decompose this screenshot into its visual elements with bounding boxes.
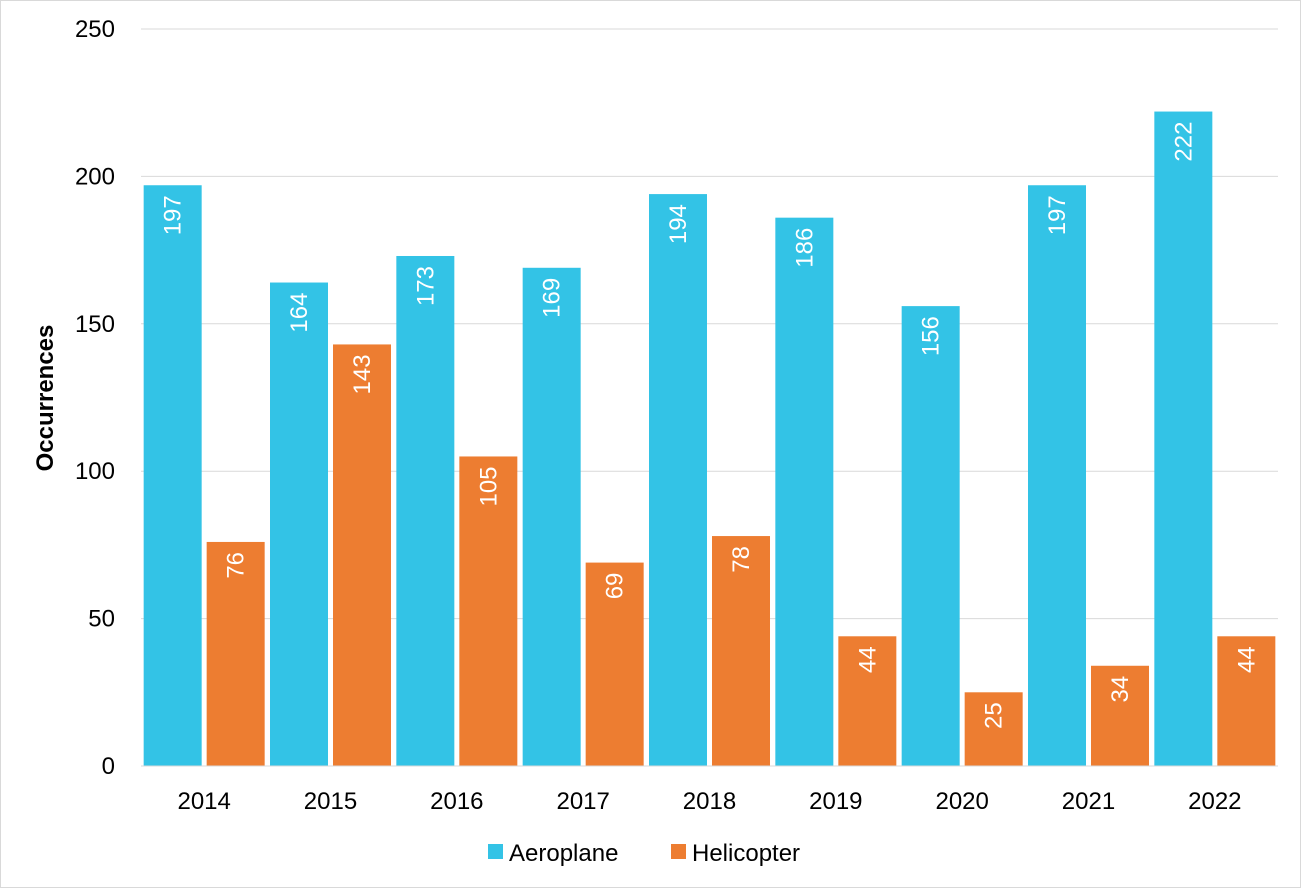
y-tick-label: 0 (102, 753, 115, 780)
y-axis-label: Occurrences (32, 325, 59, 472)
legend-label: Helicopter (692, 840, 800, 867)
bar-aeroplane (1154, 111, 1213, 766)
bar-helicopter (1217, 636, 1276, 766)
legend-swatch (488, 844, 503, 859)
data-label: 194 (665, 204, 692, 244)
y-tick-label: 150 (75, 311, 115, 338)
data-label: 69 (602, 573, 629, 600)
data-label: 78 (728, 546, 755, 573)
bar-helicopter (838, 636, 897, 766)
data-label: 143 (349, 354, 376, 394)
data-label: 164 (286, 293, 313, 333)
bar-helicopter (333, 344, 391, 766)
x-tick-label: 2021 (1062, 788, 1115, 815)
legend: Aeroplane Helicopter (488, 840, 800, 867)
x-tick-label: 2022 (1188, 788, 1241, 815)
bar-helicopter (585, 562, 644, 766)
data-label: 44 (854, 646, 881, 673)
bar-helicopter (206, 541, 265, 766)
bar-aeroplane (901, 306, 960, 766)
data-label: 197 (160, 195, 187, 235)
data-label: 44 (1233, 646, 1260, 673)
y-tick-label: 250 (75, 16, 115, 43)
bar-helicopter (1091, 665, 1149, 766)
bar-aeroplane (522, 267, 581, 766)
bar-helicopter (712, 536, 770, 766)
bar-aeroplane (649, 194, 707, 766)
data-label: 186 (791, 228, 818, 268)
legend-label: Aeroplane (509, 840, 618, 867)
bar-helicopter (459, 456, 518, 766)
data-label: 156 (918, 316, 945, 356)
x-tick-label: 2017 (556, 788, 609, 815)
bar-aeroplane (396, 255, 455, 766)
legend-swatch (671, 844, 686, 859)
data-label: 25 (981, 702, 1008, 729)
bar-aeroplane (270, 282, 328, 766)
data-label: 197 (1044, 195, 1071, 235)
data-label: 173 (412, 266, 439, 306)
bar-aeroplane (1028, 185, 1086, 766)
y-tick-label: 50 (88, 606, 115, 633)
bar-aeroplane (143, 185, 202, 766)
x-tick-label: 2014 (177, 788, 230, 815)
x-tick-label: 2015 (304, 788, 357, 815)
y-tick-label: 200 (75, 163, 115, 190)
x-axis-ticks: 2014 2015 2016 2017 2018 2019 2020 2021 2022 (177, 788, 1241, 815)
data-label: 105 (475, 466, 502, 506)
y-tick-label: 100 (75, 458, 115, 485)
x-tick-label: 2020 (935, 788, 988, 815)
bar-aeroplane (775, 217, 834, 766)
x-tick-label: 2019 (809, 788, 862, 815)
data-label: 169 (539, 278, 566, 318)
x-tick-label: 2016 (430, 788, 483, 815)
x-tick-label: 2018 (683, 788, 736, 815)
data-label: 222 (1170, 122, 1197, 162)
bar-helicopter (964, 692, 1023, 766)
data-labels: 197 76 164 143 173 105 169 69 194 78 186 44 156 25 197… (160, 122, 1261, 729)
gridlines (141, 28, 1278, 620)
y-axis-ticks: 0 50 100 150 200 250 (75, 16, 115, 780)
data-label: 76 (223, 552, 250, 579)
data-label: 34 (1107, 676, 1134, 703)
bars (143, 111, 1276, 766)
